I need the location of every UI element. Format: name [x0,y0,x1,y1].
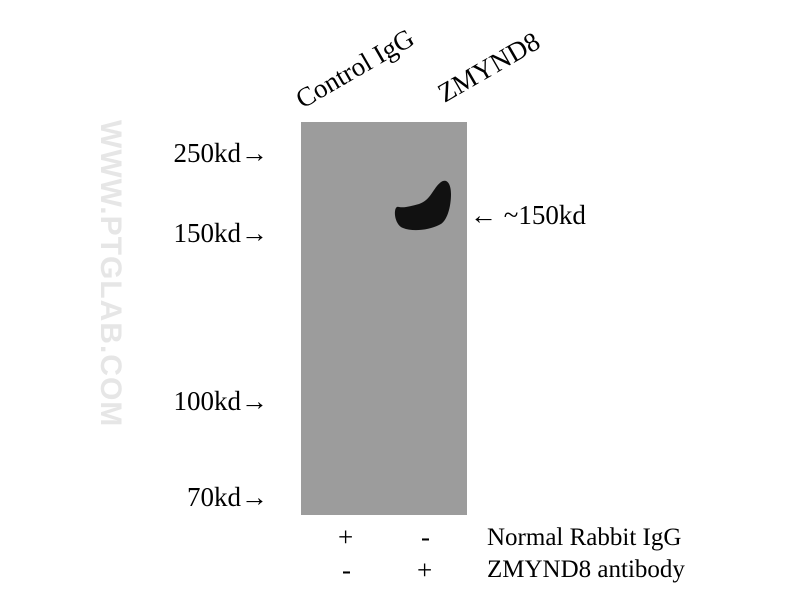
marker-70kd: 70kd→ [187,482,268,512]
lane-label-control-igg: Control IgG [290,22,420,115]
cond1-lane2: - [421,522,430,552]
condition-label-zmynd8-antibody: ZMYND8 antibody [487,556,685,583]
cond2-lane1: - [342,555,351,585]
marker-250kd: 250kd→ [173,138,269,168]
marker-150kd: 150kd→ [173,218,269,248]
condition-label-normal-rabbit-igg: Normal Rabbit IgG [487,524,682,551]
blot-membrane [301,122,467,515]
watermark: WWW.PTGLAB.COM [94,120,127,428]
cond2-lane2: + [417,555,433,585]
band-size-label: ← ~150kd [470,200,586,230]
protein-band [394,180,451,231]
lane-label-zmynd8: ZMYND8 [432,25,545,109]
cond1-lane1: + [338,522,354,552]
marker-100kd: 100kd→ [173,386,269,416]
